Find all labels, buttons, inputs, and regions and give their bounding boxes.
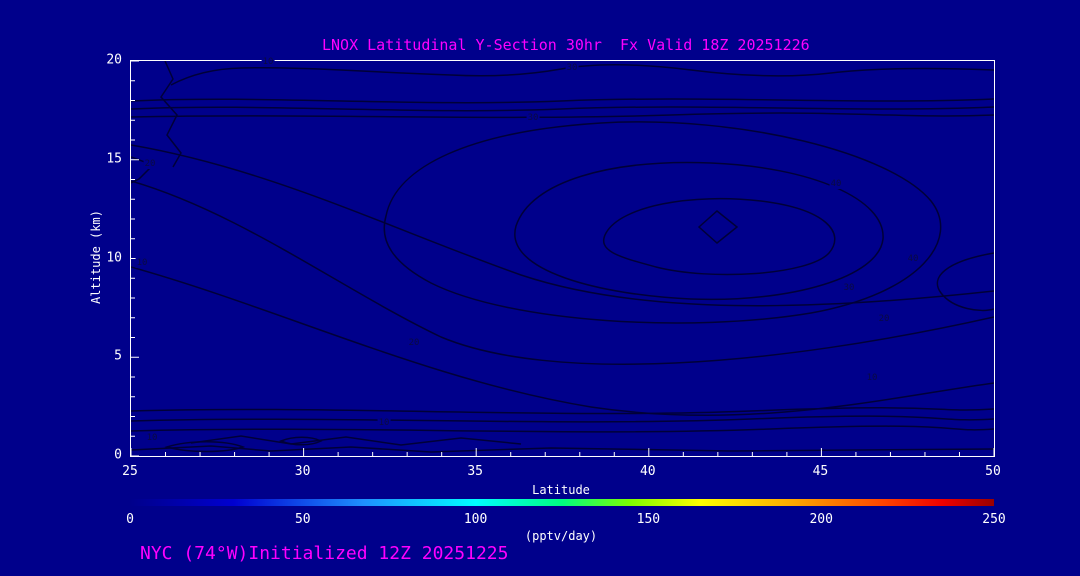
contour-line bbox=[131, 106, 994, 112]
contour-line bbox=[131, 415, 994, 423]
contour-label: 30 bbox=[565, 63, 579, 73]
contour-line bbox=[131, 425, 994, 433]
y-tick-label: 5 bbox=[114, 348, 122, 364]
footer-annotation: NYC (74°W)Initialized 12Z 20251225 bbox=[140, 543, 509, 564]
y-tick-label: 20 bbox=[106, 52, 122, 68]
x-tick-label: 35 bbox=[467, 464, 484, 479]
y-axis-title: Altitude (km) bbox=[89, 210, 103, 304]
contour-line bbox=[160, 61, 182, 168]
x-tick-label: 25 bbox=[122, 464, 138, 479]
colorbar-tick-label: 150 bbox=[636, 512, 661, 527]
colorbar-tick-label: 0 bbox=[126, 512, 134, 527]
contour-line bbox=[514, 161, 884, 301]
contour-label: 30 bbox=[842, 283, 856, 293]
contour-line bbox=[131, 144, 994, 307]
contour-label: 20 bbox=[143, 159, 157, 169]
colorbar-tick-label: 100 bbox=[463, 512, 488, 527]
contour-line bbox=[697, 210, 739, 244]
contour-label: 40 bbox=[906, 254, 920, 264]
contour-line bbox=[190, 435, 522, 446]
contour-label: 10 bbox=[377, 418, 391, 428]
colorbar-tick-label: 200 bbox=[809, 512, 833, 527]
contour-plot-svg bbox=[131, 61, 994, 456]
contour-line bbox=[279, 436, 323, 446]
y-tick-label: 0 bbox=[114, 447, 122, 463]
y-tick-label: 10 bbox=[106, 250, 122, 265]
x-tick-label: 50 bbox=[985, 464, 1001, 479]
x-tick-label: 40 bbox=[639, 464, 656, 479]
plot-area bbox=[130, 60, 995, 457]
contour-label: 10 bbox=[261, 57, 275, 67]
contour-line bbox=[131, 266, 994, 417]
contour-line bbox=[131, 180, 994, 365]
colorbar-tick-label: 50 bbox=[294, 512, 311, 527]
contour-label: 20 bbox=[407, 338, 421, 348]
x-axis-title: Latitude bbox=[532, 483, 590, 497]
contour-line bbox=[131, 112, 994, 119]
contour-line bbox=[131, 407, 994, 415]
contour-line bbox=[164, 441, 246, 453]
contour-line bbox=[170, 64, 994, 86]
contour-line bbox=[383, 121, 942, 324]
contour-label: 10 bbox=[865, 373, 879, 383]
x-tick-label: 45 bbox=[812, 464, 829, 479]
contour-line bbox=[131, 445, 994, 453]
contour-line bbox=[131, 156, 155, 184]
contour-label: 40 bbox=[829, 179, 843, 189]
contour-line bbox=[603, 197, 836, 276]
contour-line bbox=[131, 98, 994, 104]
contour-label: 10 bbox=[145, 433, 159, 443]
colorbar bbox=[130, 499, 994, 506]
y-tick-label: 15 bbox=[106, 151, 122, 167]
axis-ticks bbox=[131, 61, 994, 456]
contour-label: 20 bbox=[877, 314, 891, 324]
chart-title: LNOX Latitudinal Y-Section 30hr Fx Valid… bbox=[322, 36, 810, 54]
colorbar-tick-label: 250 bbox=[982, 512, 1006, 527]
contour-label: 30 bbox=[526, 113, 540, 123]
contour-label: 10 bbox=[135, 258, 149, 268]
colorbar-units: (pptv/day) bbox=[524, 529, 598, 543]
contour-line bbox=[936, 252, 994, 312]
x-tick-label: 30 bbox=[294, 464, 311, 479]
